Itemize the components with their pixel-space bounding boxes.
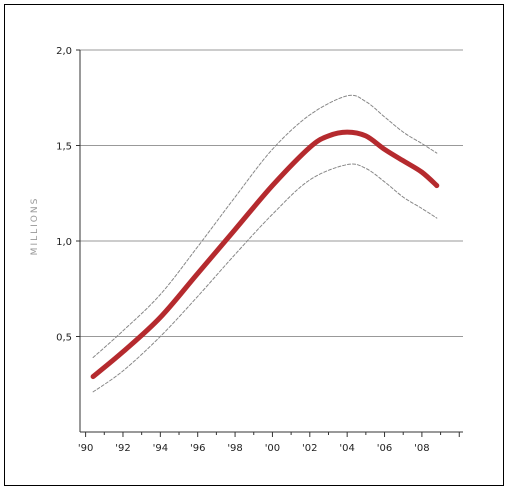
chart-frame [4, 4, 504, 486]
x-tick-label: '96 [190, 443, 205, 454]
series-line-upper-bound [92, 94, 438, 358]
x-tick-label: '06 [377, 443, 392, 454]
x-axis-ticks: '90 '92 '94 '96 '98 '00 '02 '04 '06 '08 [78, 432, 460, 454]
y-axis-ticks: 0,5 1,0 1,5 2,0 [56, 46, 80, 344]
y-tick-label: 2,0 [56, 46, 72, 57]
series-layer [90, 94, 440, 393]
series-line-lower-bound [92, 163, 438, 393]
y-tick-label: 1,0 [56, 237, 72, 248]
x-tick-label: '98 [227, 443, 242, 454]
y-axis-title: MILLIONS [30, 197, 40, 256]
x-tick-label: '02 [302, 443, 317, 454]
y-tick-label: 0,5 [56, 333, 72, 344]
x-tick-label: '94 [153, 443, 168, 454]
x-tick-label: '04 [339, 443, 354, 454]
x-tick-label: '90 [78, 443, 93, 454]
x-tick-label: '08 [414, 443, 429, 454]
x-tick-label: '00 [265, 443, 280, 454]
y-tick-label: 1,5 [56, 142, 72, 153]
series-line-estimate [90, 129, 440, 380]
gridlines [80, 49, 463, 337]
x-tick-label: '92 [115, 443, 130, 454]
